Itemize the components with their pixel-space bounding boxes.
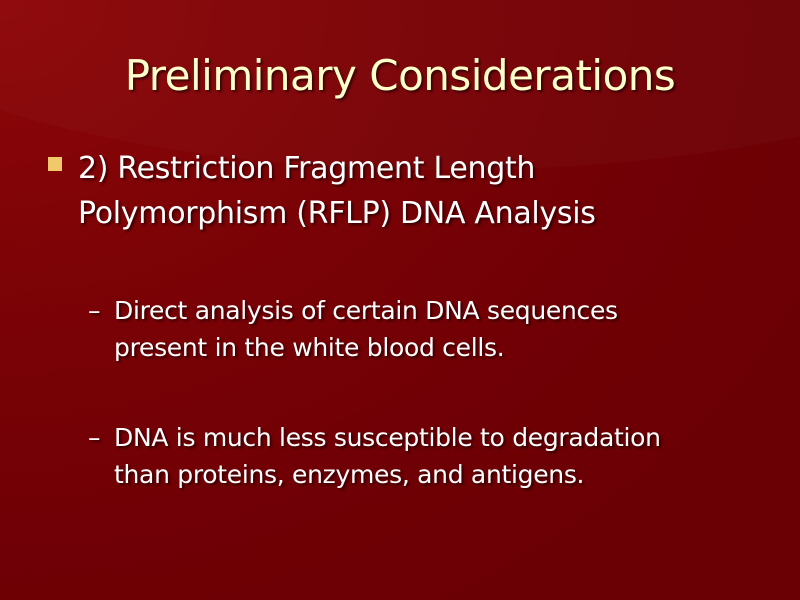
- sub-bullet-line-1: Direct analysis of certain DNA sequences: [114, 296, 618, 325]
- sub-bullet-text: DNA is much less susceptible to degradat…: [114, 419, 661, 493]
- dash-bullet-icon: –: [88, 296, 101, 325]
- bullet-line-1: 2) Restriction Fragment Length: [78, 151, 536, 186]
- sub-bullet-line-2: than proteins, enzymes, and antigens.: [114, 460, 585, 489]
- sub-bullet-item: – Direct analysis of certain DNA sequenc…: [88, 292, 768, 366]
- slide-title: Preliminary Considerations: [124, 51, 676, 100]
- bullet-line-2: Polymorphism (RFLP) DNA Analysis: [78, 196, 596, 231]
- bullet-text: 2) Restriction Fragment Length Polymorph…: [78, 146, 596, 236]
- bullet-item: 2) Restriction Fragment Length Polymorph…: [48, 146, 748, 236]
- sub-bullet-line-1: DNA is much less susceptible to degradat…: [114, 423, 661, 452]
- sub-bullet-text: Direct analysis of certain DNA sequences…: [114, 292, 618, 366]
- sub-bullet-item: – DNA is much less susceptible to degrad…: [88, 419, 768, 493]
- square-bullet-icon: [48, 157, 62, 171]
- sub-bullet-line-2: present in the white blood cells.: [114, 333, 505, 362]
- dash-bullet-icon: –: [88, 423, 101, 452]
